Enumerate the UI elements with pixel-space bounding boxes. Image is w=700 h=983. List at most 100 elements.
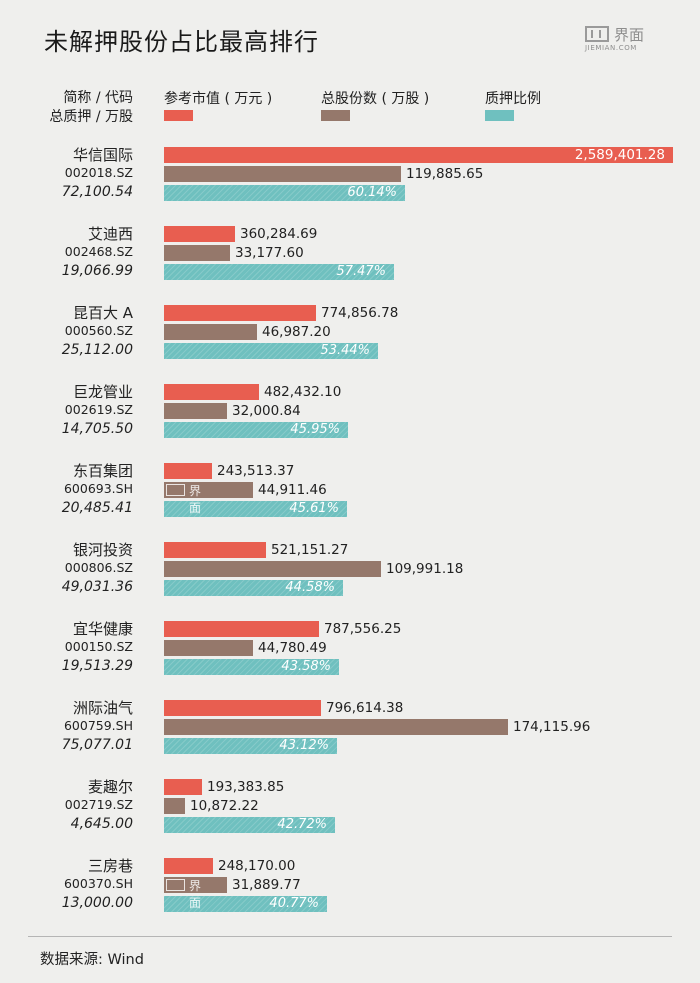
total-shares-label: 44,780.49 — [258, 640, 327, 656]
market-value-label: 521,151.27 — [271, 542, 349, 558]
pledge-ratio-bar — [164, 896, 327, 912]
stock-code: 002468.SZ — [64, 244, 133, 259]
pledge-ratio-bar — [164, 422, 348, 438]
total-shares-bar — [164, 403, 227, 419]
pledge-ratio-label: 40.77% — [269, 896, 319, 911]
chart-row: 东百集团 600693.SH 20,485.41 243,513.37 44,911.4… — [0, 460, 700, 530]
watermark-text: 界面 — [189, 484, 202, 515]
jiemian-logo: 界面 JIEMIAN.COM — [585, 26, 657, 56]
total-shares-label: 46,987.20 — [262, 324, 331, 340]
stock-name: 银河投资 — [72, 541, 133, 559]
market-value-bar — [164, 147, 673, 163]
pledge-ratio-bar — [164, 580, 343, 596]
chart-row: 宜华健康 000150.SZ 19,513.29 787,556.25 44,780.4… — [0, 618, 700, 688]
logo-text-cn: 界面 — [614, 26, 645, 44]
pledged-shares: 14,705.50 — [61, 421, 133, 437]
logo-mark-icon — [585, 26, 609, 42]
stock-name: 艾迪西 — [87, 225, 133, 243]
total-shares-bar — [164, 166, 401, 182]
market-value-bar — [164, 463, 212, 479]
chart-row: 昆百大 A 000560.SZ 25,112.00 774,856.78 46,987.… — [0, 302, 700, 372]
header-name-code: 简称 / 代码 — [63, 90, 133, 106]
pledge-ratio-bar — [164, 501, 347, 517]
chart-row: 洲际油气 600759.SH 75,077.01 796,614.38 174,115.… — [0, 697, 700, 767]
watermark-logo-icon — [166, 879, 185, 891]
pledged-shares: 19,513.29 — [61, 658, 133, 674]
total-shares-bar — [164, 561, 381, 577]
market-value-label: 482,432.10 — [264, 384, 342, 400]
pledged-shares: 20,485.41 — [61, 500, 133, 516]
stock-code: 600693.SH — [63, 481, 133, 496]
market-value-label: 787,556.25 — [324, 621, 402, 637]
market-value-bar — [164, 384, 259, 400]
stock-code: 002018.SZ — [64, 165, 133, 180]
pledge-ratio-bar — [164, 659, 339, 675]
total-shares-label: 119,885.65 — [406, 166, 484, 182]
legend-total-shares: 总股份数 ( 万股 ) — [321, 91, 430, 107]
chart-row: 三房巷 600370.SH 13,000.00 248,170.00 31,889.77… — [0, 855, 700, 925]
pledge-ratio-bar — [164, 185, 405, 201]
pledge-ratio-label: 60.14% — [347, 185, 397, 200]
pledge-ratio-label: 43.12% — [279, 738, 329, 753]
pledged-shares: 13,000.00 — [61, 895, 133, 911]
pledged-shares: 25,112.00 — [61, 342, 133, 358]
stock-name: 宜华健康 — [72, 620, 133, 638]
pledge-ratio-label: 57.47% — [336, 264, 386, 279]
market-value-label: 360,284.69 — [240, 226, 318, 242]
pledge-ratio-label: 45.95% — [290, 422, 340, 437]
total-shares-label: 109,991.18 — [386, 561, 464, 577]
chart-row: 银河投资 000806.SZ 49,031.36 521,151.27 109,991.… — [0, 539, 700, 609]
watermark-logo-icon — [166, 484, 185, 496]
pledge-ratio-label: 53.44% — [320, 343, 370, 358]
legend-swatch-market-value — [164, 110, 193, 121]
pledged-shares: 19,066.99 — [61, 263, 133, 279]
total-shares-label: 33,177.60 — [235, 245, 304, 261]
pledge-ratio-bar — [164, 817, 335, 833]
market-value-label: 243,513.37 — [217, 463, 295, 479]
watermark-text: 界面 — [189, 879, 202, 910]
chart-row: 巨龙管业 002619.SZ 14,705.50 482,432.10 32,000.8… — [0, 381, 700, 451]
total-shares-label: 10,872.22 — [190, 798, 259, 814]
stock-code: 000806.SZ — [64, 560, 133, 575]
chart-row: 艾迪西 002468.SZ 19,066.99 360,284.69 33,177.60… — [0, 223, 700, 293]
chart-row: 华信国际 002018.SZ 72,100.54 2,589,401.28 119,88… — [0, 144, 700, 214]
chart-title: 未解押股份占比最高排行 — [44, 28, 319, 56]
stock-name: 昆百大 A — [72, 304, 133, 322]
stock-code: 000560.SZ — [64, 323, 133, 338]
total-shares-label: 174,115.96 — [513, 719, 591, 735]
stock-name: 华信国际 — [72, 146, 133, 164]
stock-code: 000150.SZ — [64, 639, 133, 654]
pledged-shares: 4,645.00 — [70, 816, 133, 832]
total-shares-bar — [164, 877, 227, 893]
total-shares-bar — [164, 798, 185, 814]
total-shares-bar — [164, 640, 253, 656]
stock-name: 麦趣尔 — [87, 778, 133, 796]
market-value-bar — [164, 621, 319, 637]
pledge-ratio-bar — [164, 738, 337, 754]
market-value-bar — [164, 779, 202, 795]
stock-code: 600370.SH — [63, 876, 133, 891]
market-value-label: 774,856.78 — [321, 305, 399, 321]
stock-name: 洲际油气 — [72, 699, 133, 717]
pledge-ratio-label: 44.58% — [285, 580, 335, 595]
total-shares-bar — [164, 245, 230, 261]
header-pledged: 总质押 / 万股 — [49, 109, 133, 125]
chart-row: 麦趣尔 002719.SZ 4,645.00 193,383.85 10,872.22 4… — [0, 776, 700, 846]
stock-code: 002619.SZ — [64, 402, 133, 417]
market-value-bar — [164, 305, 316, 321]
pledge-ratio-bar — [164, 343, 378, 359]
total-shares-label: 31,889.77 — [232, 877, 301, 893]
stock-name: 三房巷 — [87, 857, 133, 875]
total-shares-bar — [164, 324, 257, 340]
pledge-ratio-bar — [164, 264, 394, 280]
source-note: 数据来源: Wind — [40, 952, 144, 968]
total-shares-label: 32,000.84 — [232, 403, 301, 419]
legend-swatch-total-shares — [321, 110, 350, 121]
legend-pledge-ratio: 质押比例 — [485, 91, 541, 107]
market-value-bar — [164, 700, 321, 716]
pledge-ratio-label: 42.72% — [277, 817, 327, 832]
market-value-label: 2,589,401.28 — [574, 147, 665, 163]
pledge-ratio-label: 45.61% — [289, 501, 339, 516]
stock-name: 东百集团 — [72, 462, 133, 480]
logo-text-en: JIEMIAN.COM — [585, 44, 637, 52]
